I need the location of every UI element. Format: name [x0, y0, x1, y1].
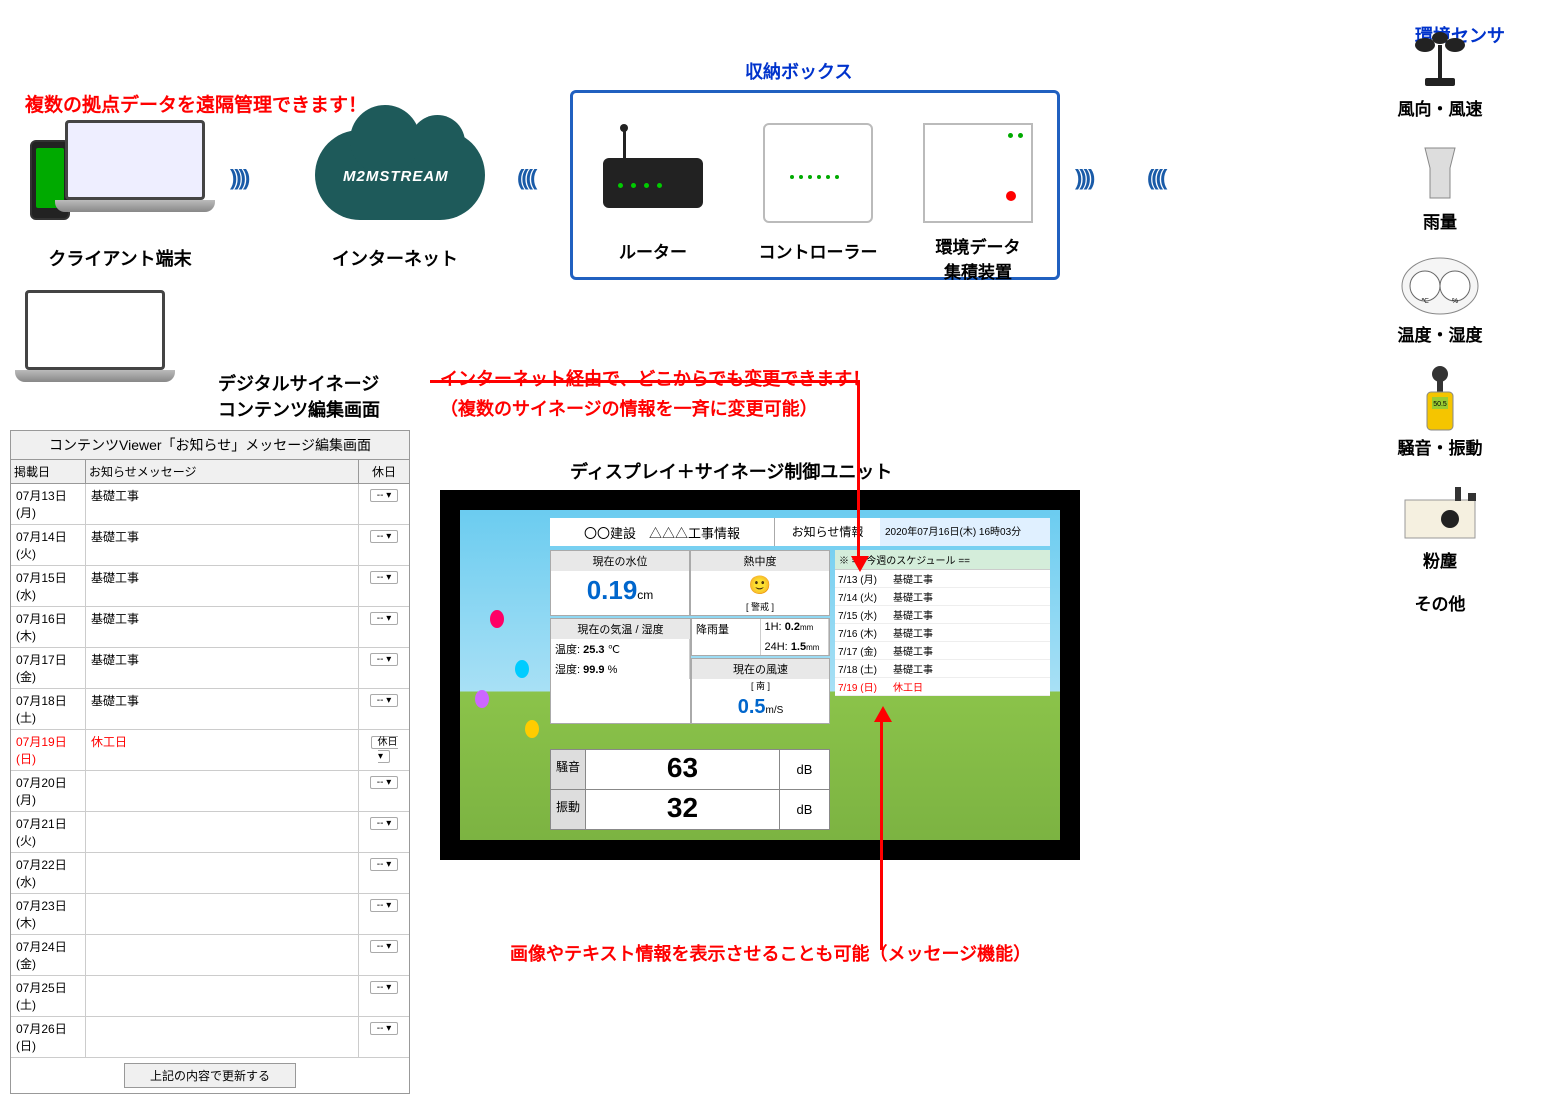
update-button[interactable]: 上記の内容で更新する: [124, 1063, 296, 1088]
holiday-select[interactable]: -- ▾: [370, 653, 398, 666]
holiday-select[interactable]: -- ▾: [370, 489, 398, 502]
table-row: 07月21日(火)-- ▾: [11, 812, 409, 853]
holiday-select[interactable]: -- ▾: [370, 858, 398, 871]
storage-label: 収納ボックス: [745, 58, 852, 84]
callout-internet1: インターネット経由で、どこからでも変更できます！: [440, 365, 870, 391]
display-unit-label: ディスプレイ＋サイネージ制御ユニット: [570, 458, 892, 484]
controller-icon: [763, 123, 873, 223]
wifi-icon: )))): [520, 165, 537, 191]
table-row: 07月24日(金)-- ▾: [11, 935, 409, 976]
holiday-select[interactable]: -- ▾: [370, 776, 398, 789]
table-row: 07月25日(土)-- ▾: [11, 976, 409, 1017]
storage-box: ルーター コントローラー 環境データ 集積装置: [570, 90, 1060, 280]
holiday-select[interactable]: -- ▾: [370, 1022, 398, 1035]
svg-text:%: %: [1452, 298, 1458, 305]
table-row: 07月20日(月)-- ▾: [11, 771, 409, 812]
editor-laptop-icon: [15, 290, 215, 430]
holiday-select[interactable]: -- ▾: [370, 571, 398, 584]
schedule-row: 7/16 (木)基礎工事: [835, 624, 1050, 642]
arrow-head-icon: [874, 706, 892, 722]
arrow-line: [857, 380, 860, 560]
controller-label: コントローラー: [753, 238, 883, 263]
callout-internet2: （複数のサイネージの情報を一斉に変更可能）: [440, 395, 818, 421]
callout-bottom: 画像やテキスト情報を表示させることも可能（メッセージ機能）: [510, 940, 1031, 966]
arrow-line: [880, 720, 883, 950]
holiday-select[interactable]: -- ▾: [370, 940, 398, 953]
internet-label: インターネット: [310, 245, 480, 271]
table-row: 07月15日(水)基礎工事-- ▾: [11, 566, 409, 607]
table-row: 07月19日(日)休工日休日 ▾: [11, 730, 409, 771]
envdev-label: 環境データ 集積装置: [913, 233, 1043, 283]
table-row: 07月17日(金)基礎工事-- ▾: [11, 648, 409, 689]
holiday-select[interactable]: 休日 ▾: [371, 736, 398, 763]
router-icon: [603, 128, 713, 218]
holiday-select[interactable]: -- ▾: [370, 530, 398, 543]
noise-vibration-panel: 騒音 63 dB 振動 32 dB: [550, 749, 830, 830]
arrow-head-icon: [851, 556, 869, 572]
schedule-row: 7/19 (日)休工日: [835, 678, 1050, 696]
table-title: コンテンツViewer「お知らせ」メッセージ編集画面: [11, 431, 409, 460]
table-row: 07月23日(木)-- ▾: [11, 894, 409, 935]
env-collector-icon: [923, 123, 1033, 223]
holiday-select[interactable]: -- ▾: [370, 612, 398, 625]
content-editor-table: コンテンツViewer「お知らせ」メッセージ編集画面 掲載日 お知らせメッセージ…: [10, 430, 410, 1094]
editor-label: デジタルサイネージ コンテンツ編集画面: [218, 370, 418, 422]
wifi-icon: )))): [1075, 165, 1092, 191]
arrow-line: [430, 380, 860, 383]
holiday-select[interactable]: -- ▾: [370, 899, 398, 912]
signage-title: 〇〇建設 △△△工事情報: [550, 518, 775, 546]
table-row: 07月22日(水)-- ▾: [11, 853, 409, 894]
table-row: 07月13日(月)基礎工事-- ▾: [11, 484, 409, 525]
schedule-row: 7/17 (金)基礎工事: [835, 642, 1050, 660]
schedule-row: 7/14 (火)基礎工事: [835, 588, 1050, 606]
sensor-anemometer: 風向・風速: [1360, 25, 1520, 120]
wifi-icon: )))): [1150, 165, 1167, 191]
signage-timestamp: 2020年07月16日(木) 16時03分: [880, 518, 1050, 546]
schedule-row: 7/13 (月)基礎工事: [835, 570, 1050, 588]
holiday-select[interactable]: -- ▾: [370, 817, 398, 830]
signage-info-head: お知らせ情報: [775, 518, 880, 546]
sensor-thermo-hygro: ℃%温度・湿度: [1360, 251, 1520, 346]
client-device-icon: [30, 120, 210, 240]
svg-text:℃: ℃: [1421, 298, 1429, 305]
table-row: 07月26日(日)-- ▾: [11, 1017, 409, 1058]
router-label: ルーター: [593, 238, 713, 263]
table-row: 07月16日(木)基礎工事-- ▾: [11, 607, 409, 648]
table-row: 07月14日(火)基礎工事-- ▾: [11, 525, 409, 566]
callout-remote: 複数の拠点データを遠隔管理できます！: [25, 90, 367, 117]
sensor-rain-gauge: 雨量: [1360, 138, 1520, 233]
client-label: クライアント端末: [40, 245, 200, 271]
svg-text:50.5: 50.5: [1433, 401, 1447, 408]
sensor-column: 風向・風速雨量 ℃%温度・湿度 50.5騒音・振動粉塵その他: [1360, 25, 1520, 633]
table-row: 07月18日(土)基礎工事-- ▾: [11, 689, 409, 730]
signage-display: 〇〇建設 △△△工事情報 お知らせ情報 2020年07月16日(木) 16時03…: [440, 490, 1080, 860]
holiday-select[interactable]: -- ▾: [370, 694, 398, 707]
table-header: 掲載日 お知らせメッセージ 休日: [11, 460, 409, 484]
sensor-none: その他: [1360, 590, 1520, 615]
wifi-icon: )))): [230, 165, 247, 191]
schedule-row: 7/18 (土)基礎工事: [835, 660, 1050, 678]
cloud-icon: M2MSTREAM: [315, 130, 495, 230]
schedule-row: 7/15 (水)基礎工事: [835, 606, 1050, 624]
holiday-select[interactable]: -- ▾: [370, 981, 398, 994]
sensor-sound-meter: 50.5騒音・振動: [1360, 364, 1520, 459]
sensor-dust-meter: 粉塵: [1360, 477, 1520, 572]
